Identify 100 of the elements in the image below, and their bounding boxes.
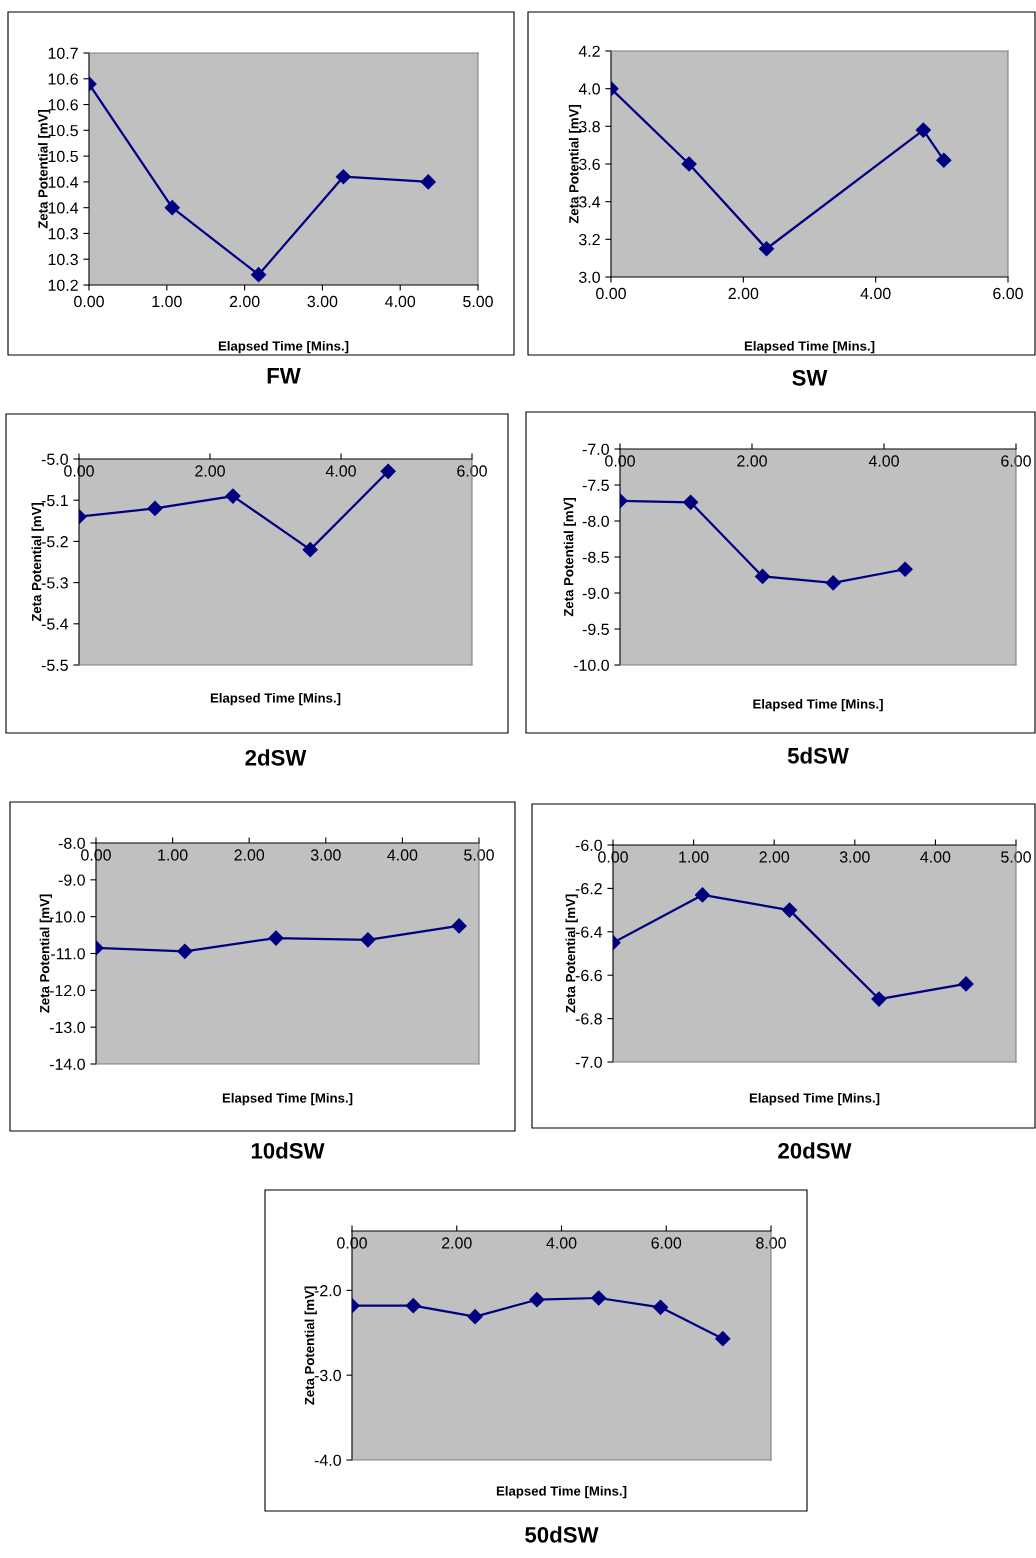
text: 2dSW [245,749,307,766]
point [758,241,775,257]
point [302,542,318,558]
point [681,156,697,172]
x-tick-label: 4.00 [387,849,418,861]
point [591,1290,607,1306]
point [683,494,699,510]
x-tick-label: 8.00 [756,1237,786,1249]
y-tick-label: -12.0 [49,984,85,997]
y-tick-label: 10.6 [48,99,78,111]
y-tick-label: -6.4 [575,926,603,938]
x-tick-label: 3.00 [310,849,341,861]
y-tick-label: -9.5 [582,623,609,635]
y-tick-label: -3.0 [314,1369,341,1382]
text: 5dSW [787,747,849,764]
y-tick-label: -8.0 [582,515,609,527]
x-tick-label: 0.00 [74,295,104,308]
x-axis-title: Elapsed Time [Mins.] [744,341,875,354]
y-tick-label: -6.2 [575,883,602,895]
y-tick-label: -10.0 [49,911,85,923]
x-tick-label: 2.00 [234,849,265,861]
y-tick-label: -4.0 [314,1454,341,1466]
y-tick-label: 3.6 [578,158,600,170]
text: 20dSW [778,1142,852,1159]
y-tick-label: -5.2 [41,536,68,548]
x-tick-label: 2.00 [195,465,225,477]
point [781,902,798,918]
x-tick-label: 1.00 [679,851,709,863]
x-tick-label: 2.00 [737,455,767,467]
text: 50dSW [525,1526,599,1543]
point [467,1309,483,1325]
x-tick-label: 5.00 [463,295,493,308]
y-tick-label: 10.2 [48,279,78,291]
point [225,488,241,504]
y-tick-label: -14.0 [49,1058,85,1070]
y-tick-label: -7.0 [575,1056,602,1068]
y-tick-label: -13.0 [49,1021,85,1034]
x-tick-label: 3.00 [839,851,870,863]
point [694,887,711,903]
point [164,200,180,216]
x-tick-label: 3.00 [307,295,338,308]
y-tick-label: -10.0 [573,659,609,671]
point [147,500,163,517]
x-axis-title: Elapsed Time [Mins.] [753,699,883,712]
x-axis-title: Elapsed Time [Mins.] [749,1093,880,1106]
y-tick-label: -5.3 [41,577,68,589]
y-tick-label: -11.0 [51,948,85,960]
point [958,976,974,992]
y-axis-title: Zeta Potential [mV] [563,497,576,617]
x-tick-label: 2.00 [442,1237,472,1249]
x-tick-label: 4.00 [860,287,891,300]
text: FW [267,368,301,384]
x-tick-label: 4.00 [325,465,356,477]
point [420,174,436,190]
y-tick-label: -6.6 [575,969,602,982]
x-axis-title: Elapsed Time [Mins.] [222,1093,353,1106]
y-tick-label: 3.2 [578,233,600,246]
x-tick-label: 6.00 [993,287,1023,300]
y-tick-label: 4.0 [578,83,600,95]
x-tick-label: 4.00 [385,295,416,308]
point [915,122,931,138]
y-tick-label: 10.5 [48,150,78,163]
y-tick-label: 10.6 [48,73,78,85]
x-tick-label: 4.00 [868,455,899,467]
x-tick-label: 0.00 [596,287,626,300]
point [529,1292,545,1308]
y-tick-label: -8.0 [58,837,85,849]
point [251,267,267,283]
text: SW [792,369,828,386]
x-tick-label: 1.00 [152,295,182,308]
point [825,575,841,591]
point [871,991,887,1007]
y-tick-label: -7.0 [582,443,609,455]
x-tick-label: 1.00 [158,849,188,861]
point [936,152,952,168]
point [335,169,351,185]
y-tick-label: 3.0 [578,271,600,283]
x-tick-label: 2.00 [728,287,759,300]
point [405,1298,421,1314]
y-tick-label: 4.2 [578,45,600,57]
x-axis-title: Elapsed Time [Mins.] [496,1486,627,1499]
x-axis-title: Elapsed Time [Mins.] [218,341,349,354]
y-tick-label: 10.4 [48,176,79,188]
point [177,943,193,959]
x-axis-title: Elapsed Time [Mins.] [210,693,341,706]
text: 10dSW [251,1142,325,1159]
point [360,932,376,948]
x-tick-label: 5.00 [464,849,494,861]
x-tick-label: 5.00 [1001,851,1031,863]
x-tick-label: 2.00 [759,851,790,863]
y-tick-label: -9.0 [582,587,609,599]
x-tick-label: 6.00 [457,465,487,477]
point [451,918,467,934]
y-tick-label: -6.8 [575,1013,602,1025]
x-tick-label: 4.00 [920,851,951,863]
point [897,561,913,577]
x-tick-label: 4.00 [546,1237,577,1249]
y-tick-label: -6.0 [575,839,602,851]
y-tick-label: 10.3 [48,253,78,266]
y-tick-label: 10.7 [48,47,78,59]
